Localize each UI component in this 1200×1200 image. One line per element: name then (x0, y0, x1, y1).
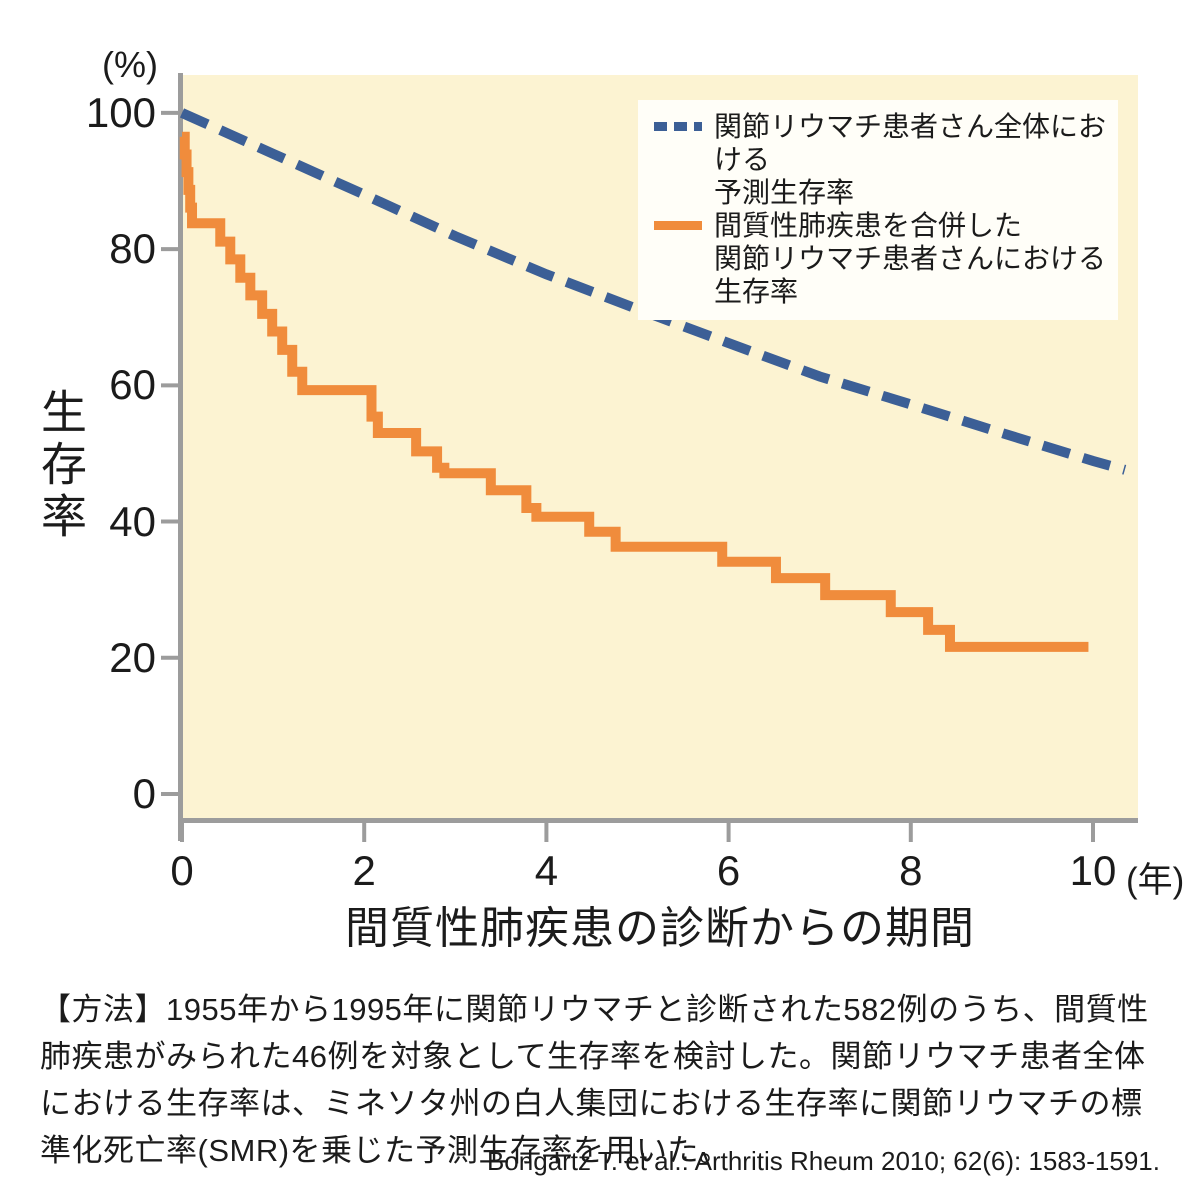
methods-caption: 【方法】1955年から1995年に関節リウマチと診断された582例のうち、間質性… (40, 992, 1149, 1168)
y-axis-unit-label: (%) (102, 44, 158, 85)
x-axis-unit-label: (年) (1126, 861, 1185, 900)
y-tick-label: 40 (109, 497, 156, 545)
y-tick-label: 60 (109, 361, 156, 409)
x-axis-title: 間質性肺疾患の診断からの期間 (345, 904, 975, 953)
survival-chart: (%) 生存率 間質性肺疾患の診断からの期間 (年) 関節リウマチ患者さん全体に… (35, 44, 1185, 953)
chart-legend: 関節リウマチ患者さん全体における 予測生存率 間質性肺疾患を合併した 関節リウマ… (638, 100, 1118, 320)
x-tick-label: 4 (534, 847, 559, 894)
legend-item-predicted: 関節リウマチ患者さん全体における 予測生存率 (654, 110, 1118, 209)
citation-reference: Bongartz T. et al.: Arthritis Rheum 2010… (486, 1146, 1160, 1176)
y-tick-label: 100 (85, 88, 156, 136)
x-tick-label: 6 (716, 847, 741, 894)
solid-line-swatch-icon (654, 221, 702, 230)
y-tick-label: 20 (109, 633, 156, 681)
x-tick-label: 0 (170, 847, 194, 894)
x-tick-label: 8 (899, 847, 923, 894)
dashed-line-swatch-icon (654, 122, 702, 131)
legend-item-ild: 間質性肺疾患を合併した 関節リウマチ患者さんにおける生存率 (654, 209, 1118, 308)
y-tick-label: 0 (132, 770, 156, 817)
legend-label-predicted: 関節リウマチ患者さん全体における 予測生存率 (714, 111, 1107, 208)
x-tick-label: 10 (1069, 847, 1117, 894)
y-tick-label: 80 (109, 225, 156, 273)
legend-label-ild: 間質性肺疾患を合併した 関節リウマチ患者さんにおける生存率 (714, 210, 1107, 307)
x-tick-label: 2 (352, 847, 376, 894)
ild-survival-curve (179, 131, 1089, 652)
y-axis-title: 生存率 (35, 388, 87, 544)
predicted-survival-curve (179, 108, 1127, 475)
